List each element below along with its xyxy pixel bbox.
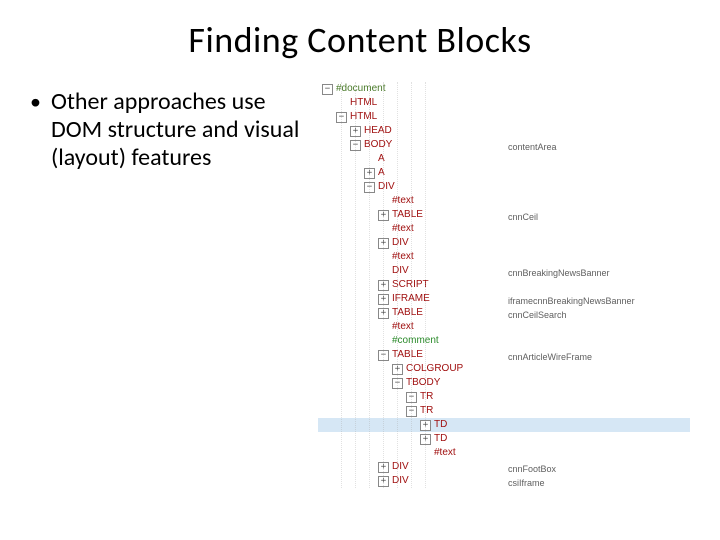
node-label[interactable]: TD <box>434 432 447 446</box>
tree-row: #text <box>318 194 690 208</box>
tree-row: +DIV <box>318 460 690 474</box>
content-area: • Other approaches use DOM structure and… <box>30 82 690 488</box>
node-label[interactable]: DIV <box>392 236 409 250</box>
tree-row: HTML <box>318 96 690 110</box>
bullet-marker: • <box>30 88 41 116</box>
bullet-list: • Other approaches use DOM structure and… <box>30 82 310 488</box>
dom-tree: −#documentHTML−HTML+HEADcontentArea−BODY… <box>318 82 690 488</box>
tree-row: −TR <box>318 390 690 404</box>
tree-row: −#document <box>318 82 690 96</box>
tree-row: −HTML <box>318 110 690 124</box>
node-label[interactable]: TR <box>420 404 433 418</box>
tree-row: +TABLE <box>318 306 690 320</box>
node-label[interactable]: #text <box>434 446 456 460</box>
node-label[interactable]: COLGROUP <box>406 362 463 376</box>
node-label[interactable]: DIV <box>378 180 395 194</box>
bullet-text: Other approaches use DOM structure and v… <box>51 88 310 172</box>
bullet-item: • Other approaches use DOM structure and… <box>30 88 310 172</box>
tree-row: −BODY <box>318 138 690 152</box>
tree-row: #comment <box>318 334 690 348</box>
tree-row: #text <box>318 320 690 334</box>
slide-title: Finding Content Blocks <box>30 18 690 62</box>
tree-row: +TABLE <box>318 208 690 222</box>
node-label[interactable]: #document <box>336 82 385 96</box>
collapse-icon[interactable]: − <box>322 84 333 95</box>
node-label[interactable]: TR <box>420 390 433 404</box>
tree-row: +TD <box>318 418 690 432</box>
tree-row: #text <box>318 250 690 264</box>
tree-row: DIV <box>318 264 690 278</box>
node-label[interactable]: #comment <box>392 334 439 348</box>
node-label[interactable]: DIV <box>392 264 409 278</box>
tree-row: +DIV <box>318 474 690 488</box>
node-label[interactable]: TD <box>434 418 447 432</box>
tree-row: A <box>318 152 690 166</box>
tree-row: +IFRAME <box>318 292 690 306</box>
tree-row: +HEAD <box>318 124 690 138</box>
node-label[interactable]: DIV <box>392 474 409 488</box>
tree-row: −DIV <box>318 180 690 194</box>
tree-row: −TBODY <box>318 376 690 390</box>
node-label[interactable]: DIV <box>392 460 409 474</box>
tree-row: −TABLE <box>318 348 690 362</box>
tree-row: +A <box>318 166 690 180</box>
tree-row: +TD <box>318 432 690 446</box>
tree-row: #text <box>318 222 690 236</box>
dom-tree-panel: −#documentHTML−HTML+HEADcontentArea−BODY… <box>318 82 690 488</box>
tree-row: #text <box>318 446 690 460</box>
tree-row: +DIV <box>318 236 690 250</box>
tree-row: −TR <box>318 404 690 418</box>
tree-row: +SCRIPT <box>318 278 690 292</box>
tree-row: +COLGROUP <box>318 362 690 376</box>
